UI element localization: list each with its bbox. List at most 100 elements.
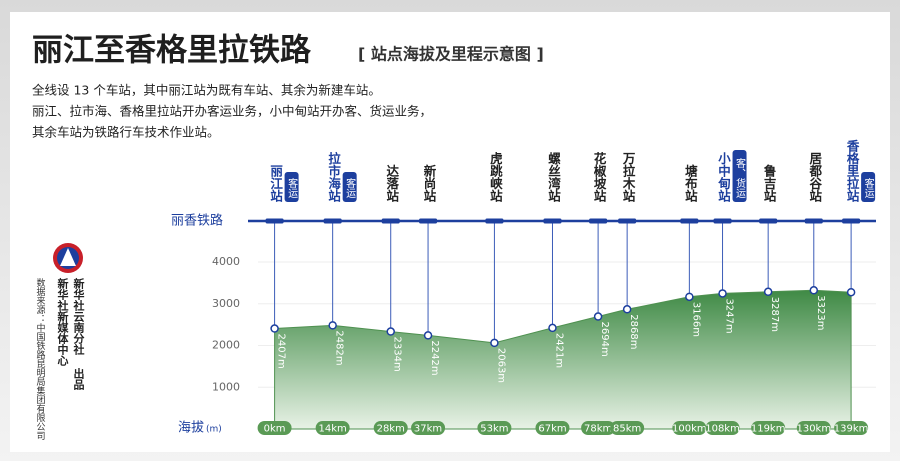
station-tick [589, 218, 608, 224]
station-tick [842, 218, 861, 224]
station-tick [618, 218, 637, 224]
credit: 新华社云南分社 出品 [72, 277, 86, 391]
chart-subtitle: [ 站点海拔及里程示意图 ] [358, 45, 544, 64]
description: 丽江、拉市海、香格里拉站开办客运业务，小中甸站开办客、货运业务， [32, 104, 432, 119]
service-label: 客运 [344, 177, 356, 199]
y-axis-label: 海拔 [178, 421, 204, 436]
y-tick-label: 1000 [212, 380, 240, 393]
station-name: 虎跳峡站 [488, 151, 503, 203]
km-pill [373, 421, 408, 435]
line-name: 丽香铁路 [171, 213, 223, 229]
station-name: 花椒坡站 [592, 151, 607, 203]
point [593, 312, 603, 321]
station-name: 达落站 [384, 164, 399, 203]
y-axis-unit: (m) [206, 425, 222, 435]
km-pill [796, 421, 831, 435]
value-label: 2868m [628, 314, 639, 349]
value-label: 3323m [815, 295, 826, 330]
station-tick [543, 218, 562, 224]
description: 全线设 13 个车站，其中丽江站为既有车站、其余为新建车站。 [32, 83, 381, 98]
point [809, 286, 819, 295]
station-name: 拉市海站 [326, 151, 341, 203]
point [622, 305, 632, 314]
km-pill [477, 421, 512, 435]
source: 数据来源：中国铁路昆明局集团有限公司 [35, 277, 46, 440]
value-label: 3276m [852, 297, 863, 332]
x-tick-label: 119km [751, 424, 786, 435]
x-tick-label: 67km [538, 424, 566, 435]
x-tick-label: 0km [264, 424, 286, 435]
x-tick-label: 108km [705, 424, 740, 435]
km-pill [581, 421, 616, 435]
service-badge [861, 172, 876, 202]
station-tick [323, 218, 342, 224]
point [270, 324, 279, 333]
service-badge [342, 172, 357, 202]
point [548, 323, 557, 333]
x-tick-label: 78km [584, 424, 612, 435]
service-label: 客、货运 [734, 157, 746, 199]
km-pill [672, 421, 707, 435]
km-pill [705, 421, 740, 435]
point [490, 338, 499, 348]
x-tick-label: 139km [834, 424, 869, 435]
value-label: 2063m [495, 348, 506, 383]
point [423, 331, 433, 340]
station-tick [680, 218, 699, 224]
station-name: 香格里拉站 [845, 139, 860, 203]
point [328, 321, 337, 330]
value-label: 3166m [690, 302, 701, 337]
station-name: 塘布站 [683, 164, 698, 203]
logo [53, 243, 83, 273]
point [763, 287, 773, 297]
km-pill [315, 421, 350, 435]
km-pill [834, 421, 869, 435]
x-tick-label: 100km [672, 424, 707, 435]
station-name: 万拉木站 [621, 152, 636, 203]
service-badge [284, 172, 299, 202]
point [718, 289, 727, 298]
station-name: 丽江站 [268, 165, 283, 203]
x-tick-label: 130km [796, 424, 831, 435]
y-tick-label: 2000 [212, 339, 240, 352]
credit: 新华社新媒体中心 [56, 277, 70, 367]
x-tick-label: 37km [414, 424, 442, 435]
x-tick-label: 14km [319, 424, 347, 435]
x-tick-label: 28km [377, 424, 405, 435]
x-tick-label: 53km [480, 424, 508, 435]
station-tick [759, 218, 778, 224]
y-tick-label: 3000 [212, 297, 240, 310]
station-tick [419, 218, 438, 224]
chart-title: 丽江至香格里拉铁路 [32, 33, 312, 69]
station-tick [713, 218, 732, 224]
station-name: 新尚站 [422, 164, 437, 203]
point [685, 292, 694, 302]
station-name: 小中甸站 [716, 151, 731, 203]
value-label: 2421m [553, 333, 564, 368]
station-name: 居都谷站 [807, 152, 822, 203]
service-label: 客运 [862, 177, 874, 199]
area [274, 289, 852, 430]
station-tick [804, 218, 823, 224]
service-label: 客运 [286, 177, 298, 199]
value-label: 2407m [276, 334, 287, 369]
station-name: 鲁吉站 [762, 164, 777, 203]
km-pill [257, 421, 292, 435]
point [846, 287, 856, 297]
value-label: 3287m [769, 297, 780, 332]
km-pill [610, 421, 645, 435]
station-tick [381, 218, 400, 224]
x-tick-label: 85km [613, 424, 641, 435]
value-label: 2334m [392, 337, 403, 372]
y-tick-label: 4000 [212, 255, 240, 268]
description: 其余车站为铁路行车技术作业站。 [32, 125, 220, 140]
value-label: 2694m [599, 322, 610, 357]
point [386, 327, 395, 336]
service-badge [732, 150, 747, 202]
value-label: 2242m [429, 340, 440, 375]
value-label: 2482m [334, 330, 345, 365]
km-pill [411, 421, 446, 435]
km-pill [535, 421, 570, 435]
value-label: 3247m [724, 298, 735, 333]
